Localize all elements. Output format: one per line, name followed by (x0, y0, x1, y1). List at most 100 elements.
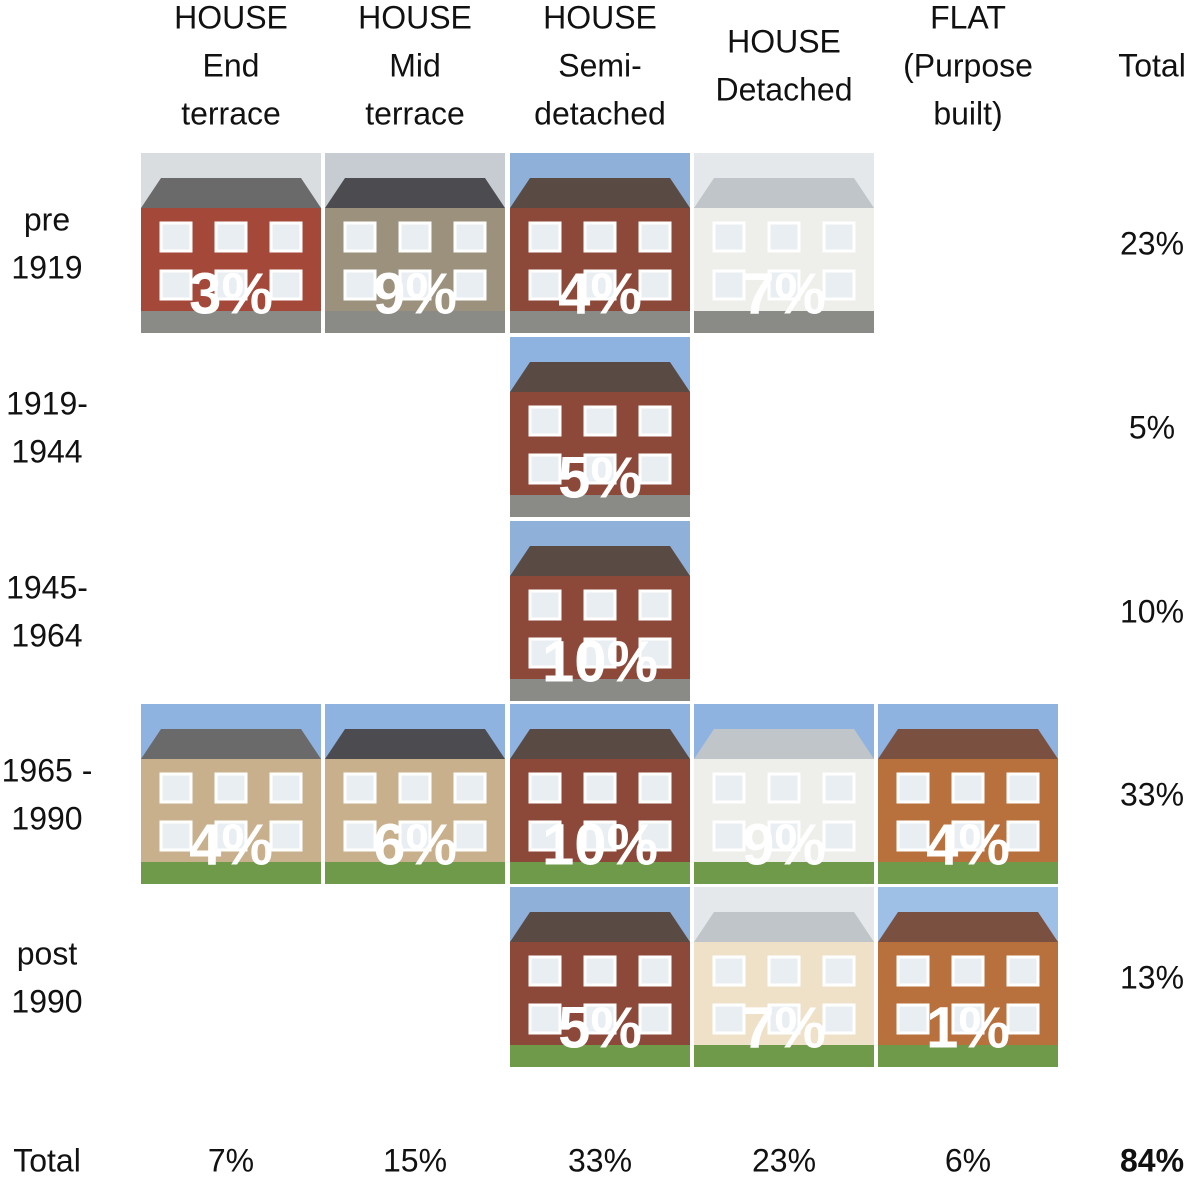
row-label: 1945- (6, 569, 88, 605)
house-photo (325, 153, 505, 333)
window (822, 1003, 856, 1035)
window (638, 820, 672, 852)
window (583, 820, 617, 852)
roof (694, 912, 874, 942)
window (638, 955, 672, 987)
window (712, 1003, 746, 1035)
ground (510, 679, 690, 701)
window (712, 955, 746, 987)
window (1006, 772, 1040, 804)
roof (694, 729, 874, 759)
window (583, 589, 617, 621)
window (583, 221, 617, 253)
window (214, 772, 248, 804)
window (822, 269, 856, 301)
cell-value: 10% (542, 629, 658, 694)
house-photo (878, 887, 1058, 1067)
window (528, 772, 562, 804)
window (528, 453, 562, 485)
roof (510, 546, 690, 576)
column-header: HOUSE (174, 0, 288, 35)
ground (694, 862, 874, 884)
column-total: 23% (752, 1142, 816, 1178)
row-label: post (17, 935, 78, 971)
roof (510, 362, 690, 392)
window (896, 955, 930, 987)
cell-value: 7% (742, 261, 826, 326)
column-header: detached (534, 95, 666, 131)
window (528, 221, 562, 253)
window (398, 772, 432, 804)
window (528, 637, 562, 669)
window (1006, 1003, 1040, 1035)
house-photo (510, 704, 690, 884)
roof (325, 729, 505, 759)
window (528, 269, 562, 301)
house-photo (510, 521, 690, 701)
window (951, 1003, 985, 1035)
ground (325, 862, 505, 884)
ground (510, 862, 690, 884)
cell-value: 5% (558, 995, 642, 1060)
house-photo (694, 704, 874, 884)
window (583, 453, 617, 485)
row-label: 1944 (11, 433, 82, 469)
column-header: built) (933, 95, 1002, 131)
window (583, 955, 617, 987)
row-label: 1965 - (2, 752, 93, 788)
ground (694, 1045, 874, 1067)
column-header: HOUSE (727, 23, 841, 59)
roof (510, 729, 690, 759)
ground (510, 1045, 690, 1067)
column-header: terrace (365, 95, 465, 131)
window (453, 269, 487, 301)
house-photo (510, 337, 690, 517)
row-total: 10% (1120, 593, 1184, 629)
cell-value: 6% (373, 812, 457, 877)
window (528, 589, 562, 621)
window (214, 820, 248, 852)
row-label: 1990 (11, 800, 82, 836)
row-label: 1964 (11, 617, 82, 653)
column-header: Semi- (558, 47, 642, 83)
window (269, 269, 303, 301)
window (398, 221, 432, 253)
window (712, 820, 746, 852)
house-photo (325, 704, 505, 884)
column-header: Total (1118, 47, 1186, 83)
ground (694, 311, 874, 333)
roof (325, 178, 505, 208)
roof (141, 178, 321, 208)
cell-value: 3% (189, 261, 273, 326)
ground (325, 311, 505, 333)
window (343, 820, 377, 852)
cell-value: 4% (926, 812, 1010, 877)
window (1006, 820, 1040, 852)
window (896, 772, 930, 804)
window (269, 820, 303, 852)
cell-value: 7% (742, 995, 826, 1060)
window (767, 269, 801, 301)
window (822, 955, 856, 987)
house-photo (141, 704, 321, 884)
roof (510, 178, 690, 208)
roof (878, 912, 1058, 942)
window (214, 221, 248, 253)
window (159, 820, 193, 852)
window (638, 453, 672, 485)
window (638, 269, 672, 301)
house-photo (878, 704, 1058, 884)
window (528, 955, 562, 987)
column-header: FLAT (930, 0, 1006, 35)
row-total: 23% (1120, 225, 1184, 261)
house-photo (510, 887, 690, 1067)
window (712, 269, 746, 301)
row-total: 33% (1120, 776, 1184, 812)
ground (510, 495, 690, 517)
totals-label: Total (13, 1142, 81, 1178)
window (951, 955, 985, 987)
row-label: 1919 (11, 249, 82, 285)
house-photo (510, 153, 690, 333)
window (583, 637, 617, 669)
window (159, 772, 193, 804)
